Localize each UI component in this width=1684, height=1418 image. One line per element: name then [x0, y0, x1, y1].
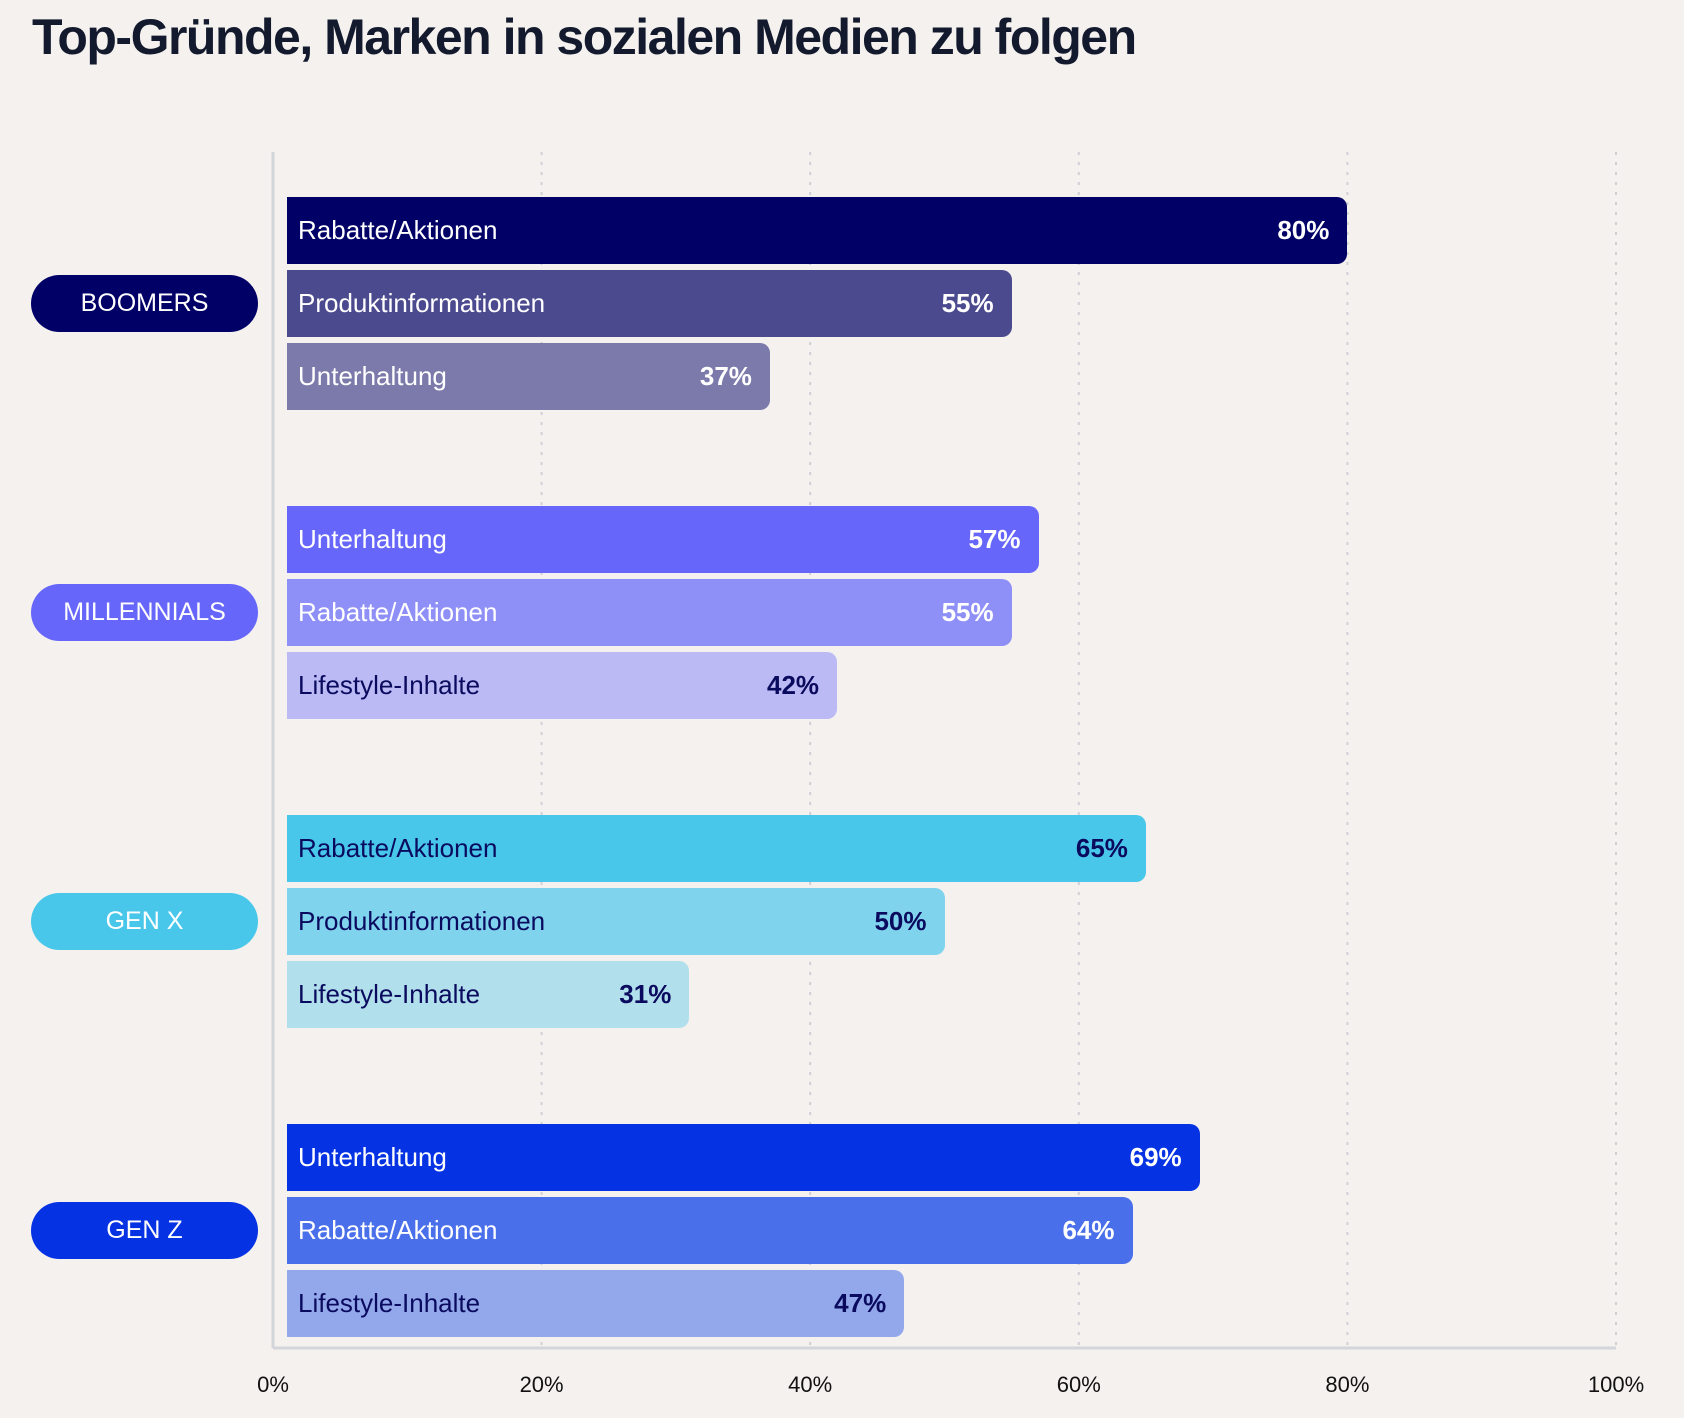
bar-category-label: Unterhaltung [298, 361, 447, 391]
x-tick-label: 40% [788, 1372, 833, 1397]
bar-category-label: Produktinformationen [298, 906, 546, 936]
x-tick-label: 100% [1587, 1372, 1645, 1397]
bar: Rabatte/Aktionen 64% [287, 1197, 1133, 1264]
bar-value-label: 69% [1129, 1142, 1182, 1172]
chart-title: Top-Gründe, Marken in sozialen Medien zu… [32, 9, 1137, 65]
bar: Produktinformationen 50% [287, 888, 945, 955]
bar-category-label: Lifestyle-Inhalte [298, 1288, 481, 1318]
bar-value-label: 64% [1062, 1215, 1115, 1245]
bar-category-label: Lifestyle-Inhalte [298, 670, 481, 700]
bar: Rabatte/Aktionen 65% [287, 815, 1146, 882]
bar-category-label: Produktinformationen [298, 288, 546, 318]
bar-category-label: Rabatte/Aktionen [298, 215, 498, 245]
group-label-pill: BOOMERS [31, 275, 258, 332]
bar-category-label: Unterhaltung [298, 1142, 447, 1172]
bar-value-label: 55% [941, 597, 994, 627]
x-tick-label: 0% [257, 1372, 289, 1397]
group-label-pill: GEN X [31, 893, 258, 950]
x-tick-label: 20% [519, 1372, 564, 1397]
x-tick-label: 80% [1325, 1372, 1370, 1397]
bar-category-label: Unterhaltung [298, 524, 447, 554]
bar-value-label: 37% [699, 361, 752, 391]
group-label-pill: MILLENNIALS [31, 584, 258, 641]
group-label-pill: GEN Z [31, 1202, 258, 1259]
bar-value-label: 55% [941, 288, 994, 318]
bar: Rabatte/Aktionen 55% [287, 579, 1012, 646]
bar-category-label: Rabatte/Aktionen [298, 597, 498, 627]
bar: Produktinformationen 55% [287, 270, 1012, 337]
bar-category-label: Rabatte/Aktionen [298, 833, 498, 863]
x-tick-label: 60% [1056, 1372, 1101, 1397]
bar-value-label: 42% [767, 670, 820, 700]
bar-category-label: Rabatte/Aktionen [298, 1215, 498, 1245]
bar-value-label: 47% [834, 1288, 887, 1318]
bar-value-label: 50% [874, 906, 927, 936]
bar-category-label: Lifestyle-Inhalte [298, 979, 481, 1009]
bar: Lifestyle-Inhalte 31% [287, 961, 690, 1028]
bar: Lifestyle-Inhalte 42% [287, 652, 838, 719]
bar: Unterhaltung 69% [287, 1124, 1200, 1191]
bar-value-label: 57% [968, 524, 1021, 554]
bar-value-label: 80% [1277, 215, 1330, 245]
bar: Unterhaltung 57% [287, 506, 1039, 573]
bar: Rabatte/Aktionen 80% [287, 197, 1348, 264]
bar-value-label: 31% [619, 979, 672, 1009]
bar: Unterhaltung 37% [287, 343, 770, 410]
bar-value-label: 65% [1075, 833, 1128, 863]
bar: Lifestyle-Inhalte 47% [287, 1270, 905, 1337]
